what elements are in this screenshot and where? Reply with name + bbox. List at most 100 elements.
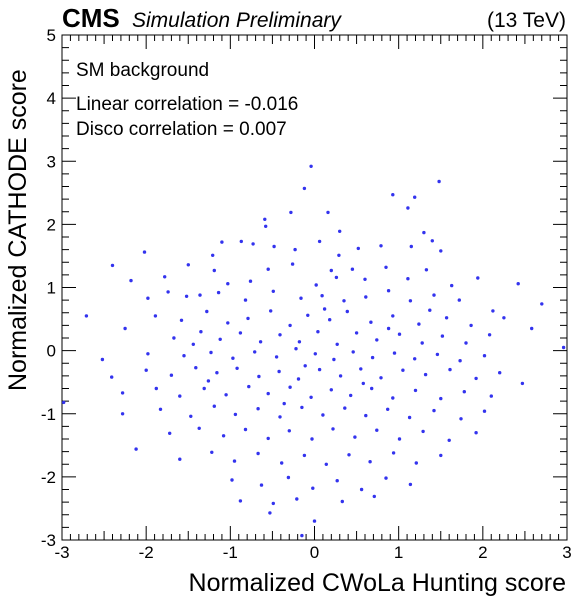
scatter-point — [277, 369, 281, 374]
scatter-point — [516, 282, 520, 286]
scatter-point — [266, 391, 270, 396]
scatter-point — [459, 417, 463, 421]
scatter-point — [386, 407, 390, 411]
x-tick-label: -1 — [223, 543, 238, 562]
scatter-point — [335, 342, 339, 346]
scatter-point — [326, 210, 330, 215]
scatter-point — [110, 375, 114, 379]
scatter-point — [540, 302, 544, 306]
scatter-point — [166, 290, 170, 294]
legend-linear-correlation: Linear correlation = -0.016 — [76, 94, 298, 115]
scatter-point — [253, 350, 257, 354]
scatter-point — [278, 333, 282, 337]
scatter-point — [437, 179, 441, 184]
scatter-point — [364, 295, 368, 299]
scatter-point — [144, 368, 148, 372]
scatter-point — [312, 519, 317, 523]
scatter-points — [62, 164, 566, 538]
scatter-point — [172, 336, 176, 340]
scatter-point — [266, 436, 270, 441]
scatter-point — [361, 381, 365, 386]
scatter-point — [420, 341, 424, 345]
x-tick-label: -2 — [139, 543, 154, 562]
scatter-point — [322, 307, 327, 311]
y-tick-label: -1 — [41, 405, 56, 424]
scatter-point — [243, 427, 248, 432]
scatter-point — [379, 376, 383, 380]
scatter-point — [300, 533, 304, 538]
scatter-point — [251, 242, 255, 246]
scatter-point — [123, 326, 127, 331]
scatter-point — [62, 400, 66, 405]
scatter-point — [209, 350, 213, 355]
scatter-point — [338, 374, 343, 378]
scatter-point — [350, 267, 355, 271]
scatter-point — [146, 296, 150, 300]
scatter-point — [392, 351, 397, 355]
plot-frame — [61, 34, 568, 541]
scatter-point — [258, 340, 263, 344]
scatter-point — [379, 244, 383, 248]
scatter-point — [286, 475, 291, 480]
scatter-point — [226, 321, 230, 325]
scatter-point — [202, 386, 206, 391]
scatter-point — [469, 323, 473, 328]
y-axis-title: Normalized CATHODE score — [4, 69, 32, 391]
scatter-point — [384, 265, 388, 269]
scatter-point — [218, 337, 222, 341]
scatter-point — [198, 293, 202, 297]
scatter-point — [184, 294, 189, 298]
scatter-point — [290, 262, 295, 266]
scatter-point — [375, 428, 379, 432]
scatter-point — [206, 379, 211, 383]
scatter-point — [457, 298, 461, 302]
x-tick-label: 3 — [562, 543, 571, 562]
scatter-point — [269, 309, 273, 313]
scatter-point — [329, 268, 333, 273]
scatter-point — [287, 429, 291, 433]
scatter-point — [314, 283, 318, 287]
axes: -3 -2 -1 0 1 2 3 -3 -2 -1 0 1 2 3 4 5 — [41, 26, 572, 562]
scatter-point — [391, 396, 395, 400]
scatter-point — [342, 299, 346, 303]
x-axis-title: Normalized CWoLa Hunting score — [189, 569, 566, 597]
scatter-point — [520, 381, 525, 386]
scatter-point — [169, 373, 174, 377]
scatter-point — [288, 323, 292, 328]
scatter-point — [231, 356, 235, 360]
x-tick-label: -3 — [54, 543, 69, 562]
scatter-point — [364, 413, 368, 418]
scatter-point — [153, 314, 158, 318]
scatter-point — [413, 388, 418, 393]
scatter-point — [391, 193, 395, 197]
x-tick-label: 1 — [394, 543, 403, 562]
scatter-point — [263, 217, 267, 221]
scatter-point — [476, 276, 480, 280]
scatter-point — [391, 451, 396, 455]
scatter-point — [316, 330, 320, 334]
scatter-point — [413, 357, 417, 361]
scatter-point — [274, 355, 279, 359]
scatter-point — [401, 368, 405, 372]
scatter-point — [439, 396, 443, 401]
scatter-point — [296, 377, 301, 381]
scatter-point — [561, 345, 566, 350]
scatter-point — [439, 249, 443, 253]
x-tick-label: 0 — [310, 543, 319, 562]
scatter-point — [302, 453, 307, 458]
scatter-point — [256, 451, 260, 456]
scatter-point — [212, 404, 216, 408]
x-tick-label: 2 — [478, 543, 487, 562]
scatter-point — [338, 229, 342, 233]
y-tick-label: 5 — [47, 26, 56, 45]
scatter-point — [289, 210, 293, 215]
y-tick-label: 1 — [47, 279, 56, 298]
scatter-point — [440, 334, 445, 338]
scatter-point — [464, 341, 468, 345]
scatter-point — [370, 386, 374, 391]
scatter-point — [248, 279, 253, 283]
scatter-point — [168, 431, 172, 435]
scatter-point — [368, 460, 372, 464]
scatter-point — [299, 296, 303, 300]
scatter-point — [343, 406, 347, 410]
